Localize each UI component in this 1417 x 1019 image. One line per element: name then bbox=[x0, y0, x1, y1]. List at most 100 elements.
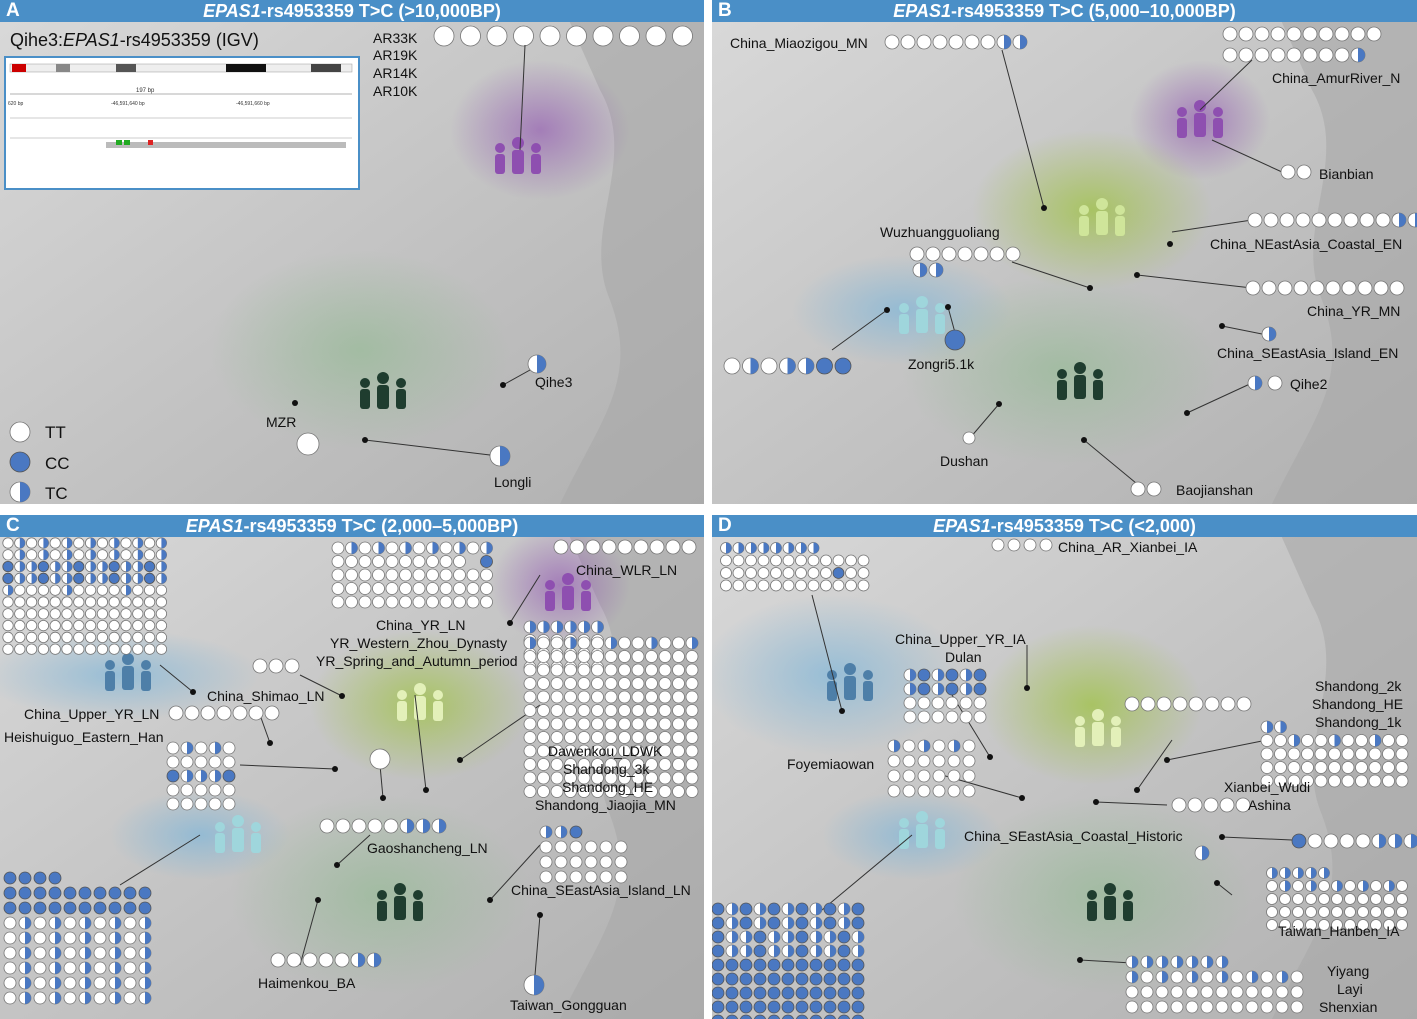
tt-marker bbox=[917, 696, 931, 710]
tt-marker bbox=[931, 710, 945, 724]
cc-marker bbox=[823, 986, 837, 1000]
tt-marker bbox=[569, 840, 583, 854]
tt-marker bbox=[539, 25, 561, 47]
tt-marker bbox=[3, 976, 17, 990]
legend-tt: TT bbox=[45, 423, 66, 442]
tt-marker bbox=[1170, 985, 1184, 999]
tt-marker bbox=[1261, 280, 1277, 296]
tt-marker bbox=[1301, 774, 1314, 788]
tt-marker bbox=[564, 785, 577, 798]
tt-marker bbox=[577, 771, 591, 785]
tt-marker bbox=[85, 620, 97, 632]
tc-marker bbox=[739, 944, 753, 958]
tt-marker bbox=[1382, 734, 1395, 747]
cc-marker bbox=[9, 451, 31, 473]
tt-marker bbox=[480, 595, 493, 609]
tt-marker bbox=[523, 677, 537, 690]
cc-marker bbox=[809, 1000, 823, 1014]
tc-marker bbox=[753, 916, 767, 930]
cc-marker bbox=[945, 682, 959, 696]
tt-marker bbox=[1341, 280, 1357, 296]
tt-marker bbox=[916, 34, 932, 50]
label-western-zhou: YR_Western_Zhou_Dynasty bbox=[330, 635, 508, 651]
tt-marker bbox=[3, 931, 17, 945]
tt-marker bbox=[33, 916, 47, 930]
tt-marker bbox=[1344, 893, 1356, 905]
tt-marker bbox=[132, 596, 144, 608]
tc-marker bbox=[537, 620, 550, 634]
people-icon-darkgreen bbox=[377, 883, 423, 921]
tt-marker bbox=[14, 608, 26, 620]
tt-marker bbox=[645, 650, 658, 663]
tc-marker bbox=[807, 542, 820, 554]
tc-marker bbox=[180, 769, 194, 783]
tt-marker bbox=[1172, 696, 1188, 712]
tc-marker bbox=[564, 636, 577, 650]
label-gaoshancheng: Gaoshancheng_LN bbox=[367, 840, 488, 856]
tc-marker bbox=[720, 542, 732, 554]
tc-marker bbox=[1279, 867, 1291, 879]
tt-marker bbox=[453, 568, 466, 582]
tt-marker bbox=[631, 744, 645, 758]
panel-letter: D bbox=[718, 515, 732, 536]
cc-marker bbox=[781, 972, 795, 986]
tt-marker bbox=[645, 785, 658, 798]
tt-marker bbox=[1355, 761, 1368, 774]
tt-marker bbox=[1266, 893, 1278, 905]
tc-marker bbox=[732, 542, 745, 554]
tt-marker bbox=[617, 539, 633, 555]
people-icon-purple bbox=[495, 137, 541, 174]
people-icon-blue bbox=[105, 653, 151, 691]
tt-marker bbox=[2, 631, 14, 644]
tt-marker bbox=[168, 705, 184, 721]
tt-marker bbox=[1334, 26, 1350, 42]
tt-marker bbox=[1247, 212, 1263, 228]
tt-marker bbox=[1279, 893, 1291, 905]
cc-marker bbox=[93, 901, 107, 915]
tt-marker bbox=[1341, 747, 1355, 761]
tc-marker bbox=[108, 976, 122, 990]
panel-letter: A bbox=[6, 0, 20, 21]
tt-marker bbox=[672, 717, 685, 731]
igv-track: 197 bp 620 bp -46,591,640 bp -46,591,660… bbox=[8, 63, 353, 148]
cc-marker bbox=[753, 958, 767, 972]
tt-marker bbox=[1396, 893, 1408, 905]
tc-marker bbox=[180, 741, 194, 755]
tt-marker bbox=[932, 754, 946, 768]
tc-marker bbox=[18, 946, 32, 960]
tt-marker bbox=[132, 643, 144, 655]
tt-marker bbox=[61, 620, 73, 632]
tt-marker bbox=[26, 608, 38, 620]
tt-marker bbox=[334, 952, 350, 968]
tt-marker bbox=[962, 769, 976, 783]
tt-marker bbox=[2, 537, 14, 549]
tt-marker bbox=[252, 658, 268, 674]
tt-marker bbox=[26, 584, 38, 596]
tt-marker bbox=[93, 961, 107, 975]
label-baojianshan: Baojianshan bbox=[1176, 482, 1254, 498]
cc-marker bbox=[837, 958, 851, 972]
tc-marker bbox=[1305, 867, 1317, 879]
tt-marker bbox=[564, 744, 577, 758]
tt-marker bbox=[345, 582, 358, 595]
cc-marker bbox=[739, 958, 753, 972]
cc-marker bbox=[712, 958, 725, 972]
tt-marker bbox=[1292, 906, 1304, 918]
tc-marker bbox=[725, 902, 739, 916]
tt-marker bbox=[318, 952, 334, 968]
tc-marker bbox=[1155, 955, 1169, 969]
tt-marker bbox=[264, 705, 280, 721]
cc-marker bbox=[712, 916, 725, 930]
people-icon-green bbox=[1079, 198, 1125, 236]
tt-marker bbox=[1383, 893, 1395, 905]
tt-marker bbox=[144, 631, 156, 644]
tt-marker bbox=[569, 870, 583, 884]
tt-marker bbox=[1301, 747, 1314, 761]
tc-marker bbox=[1185, 970, 1199, 984]
tc-marker bbox=[48, 976, 62, 990]
tt-marker bbox=[917, 754, 931, 768]
tt-marker bbox=[658, 636, 672, 650]
tt-marker bbox=[73, 643, 85, 655]
cc-marker bbox=[48, 886, 62, 900]
tt-marker bbox=[1290, 1000, 1304, 1014]
